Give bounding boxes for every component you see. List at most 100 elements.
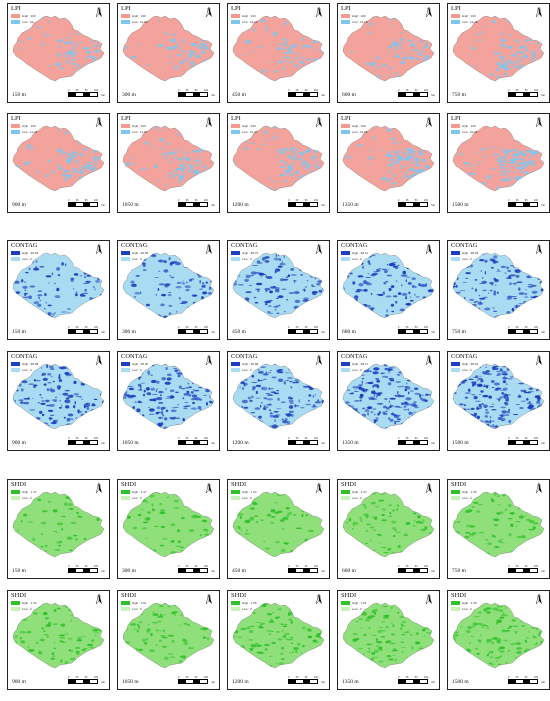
north-arrow-icon: N [314, 244, 324, 254]
map-index-title: LPI [451, 115, 461, 122]
map-index-title: SHDI [451, 592, 467, 599]
map-image [12, 602, 105, 669]
legend-low: Low : 0 [451, 367, 478, 373]
map-index-title: LPI [341, 5, 351, 12]
scale-unit: km [541, 442, 545, 445]
legend-low-label: Low : 0 [22, 496, 32, 500]
scale-bar: 0 25 50 100 km [68, 199, 105, 207]
resolution-label: 600 m [342, 92, 356, 98]
scale-tick-label: 25 [75, 565, 79, 568]
legend-low: Low : 12.18 [451, 19, 478, 25]
legend-low: Low : 0 [231, 256, 258, 262]
legend-high: High : 100 [451, 123, 478, 129]
legend-low-swatch [11, 368, 20, 372]
scale-bar: 0 25 50 100 km [508, 199, 545, 207]
resolution-label: 450 m [232, 568, 246, 574]
legend: High : 98.17 Low : 0 [341, 361, 368, 373]
map-index-title: CONTAG [11, 242, 38, 249]
resolution-label: 1050 m [122, 440, 139, 446]
legend-low-swatch [121, 130, 130, 134]
legend-low: Low : 0 [451, 495, 477, 501]
legend-high: High : 1.35 [451, 489, 477, 495]
legend-low: Low : 0 [231, 367, 258, 373]
legend-low: Low : 0 [341, 606, 367, 612]
scale-tick-label: 0 [398, 565, 400, 568]
legend: High : 99.66 Low : 0 [121, 250, 148, 262]
legend-high-swatch [231, 14, 240, 18]
legend: High : 1.51 Low : 0 [341, 600, 367, 612]
legend-high-swatch [451, 251, 460, 255]
legend-low-swatch [231, 607, 240, 611]
north-arrow-icon: N [424, 117, 434, 127]
scale-tick-label: 25 [405, 676, 409, 679]
scale-tick-label: 0 [68, 676, 70, 679]
scale-tick-label: 25 [515, 199, 519, 202]
map-image [342, 125, 435, 192]
map-index-title: LPI [451, 5, 461, 12]
legend-low-label: Low : 0 [352, 496, 362, 500]
legend-low: Low : 0 [231, 606, 257, 612]
scale-tick-label: 0 [68, 326, 70, 329]
scale-bar: 0 25 50 100 km [178, 89, 215, 97]
legend-low-swatch [11, 607, 20, 611]
scale-tick-label: 25 [75, 199, 79, 202]
north-arrow-icon: N [314, 117, 324, 127]
scale-tick-label: 100 [93, 565, 98, 568]
scale-tick-label: 25 [185, 89, 189, 92]
scale-tick-label: 50 [304, 326, 308, 329]
scale-tick-label: 50 [304, 676, 308, 679]
legend-low-label: Low : 0 [22, 368, 32, 372]
scale-unit: km [431, 204, 435, 207]
scale-unit: km [541, 94, 545, 97]
legend-high-label: High : 1.40 [22, 601, 37, 605]
legend-high-label: High : 1.37 [352, 490, 367, 494]
north-arrow-icon: N [314, 594, 324, 604]
scale-tick-label: 0 [508, 676, 510, 679]
map-index-title: LPI [121, 115, 131, 122]
scale-tick-label: 0 [288, 437, 290, 440]
legend-high-swatch [451, 124, 460, 128]
legend-high: High : 1.40 [11, 600, 37, 606]
scale-tick-label: 0 [178, 89, 180, 92]
legend-high: High : 100 [341, 123, 368, 129]
legend-high-label: High : 100 [462, 124, 476, 128]
scale-unit: km [431, 681, 435, 684]
legend: High : 100 Low : 14.69 [121, 13, 148, 25]
scale-tick-label: 0 [398, 437, 400, 440]
legend-high-label: High : 100 [22, 124, 36, 128]
legend-low-swatch [341, 130, 350, 134]
region-base-fill [232, 125, 325, 192]
region-base-fill [452, 252, 545, 319]
scale-tick-label: 0 [178, 437, 180, 440]
north-arrow-icon: N [94, 117, 104, 127]
legend: High : 1.35 Low : 0 [451, 489, 477, 501]
scale-bar: 0 25 50 100 km [178, 676, 215, 684]
resolution-label: 150 m [12, 92, 26, 98]
legend-low-label: Low : 0 [242, 496, 252, 500]
scale-tick-label: 50 [304, 437, 308, 440]
legend-high: High : 98.72 [231, 250, 258, 256]
legend-low-swatch [341, 607, 350, 611]
scale-tick-label: 100 [203, 199, 208, 202]
scale-tick-label: 0 [508, 437, 510, 440]
scale-unit: km [321, 442, 325, 445]
resolution-label: 750 m [452, 92, 466, 98]
legend-low-swatch [451, 607, 460, 611]
legend-high: High : 1.37 [341, 489, 367, 495]
legend-high: High : 1.35 [451, 600, 477, 606]
scale-tick-label: 0 [68, 437, 70, 440]
scale-bar: 0 25 50 100 km [398, 199, 435, 207]
north-arrow-icon: N [204, 117, 214, 127]
legend-low-swatch [451, 368, 460, 372]
legend-high: High : 100 [451, 13, 478, 19]
north-arrow-icon: N [424, 594, 434, 604]
legend-low: Low : 0 [11, 606, 37, 612]
scale-bar: 0 25 50 100 km [68, 565, 105, 573]
legend-high: High : 100 [121, 123, 147, 129]
scale-bar: 0 25 50 100 km [398, 565, 435, 573]
north-arrow-icon: N [94, 483, 104, 493]
scale-tick-label: 0 [398, 199, 400, 202]
resolution-label: 750 m [452, 329, 466, 335]
legend-high-label: High : 98.17 [352, 362, 369, 366]
